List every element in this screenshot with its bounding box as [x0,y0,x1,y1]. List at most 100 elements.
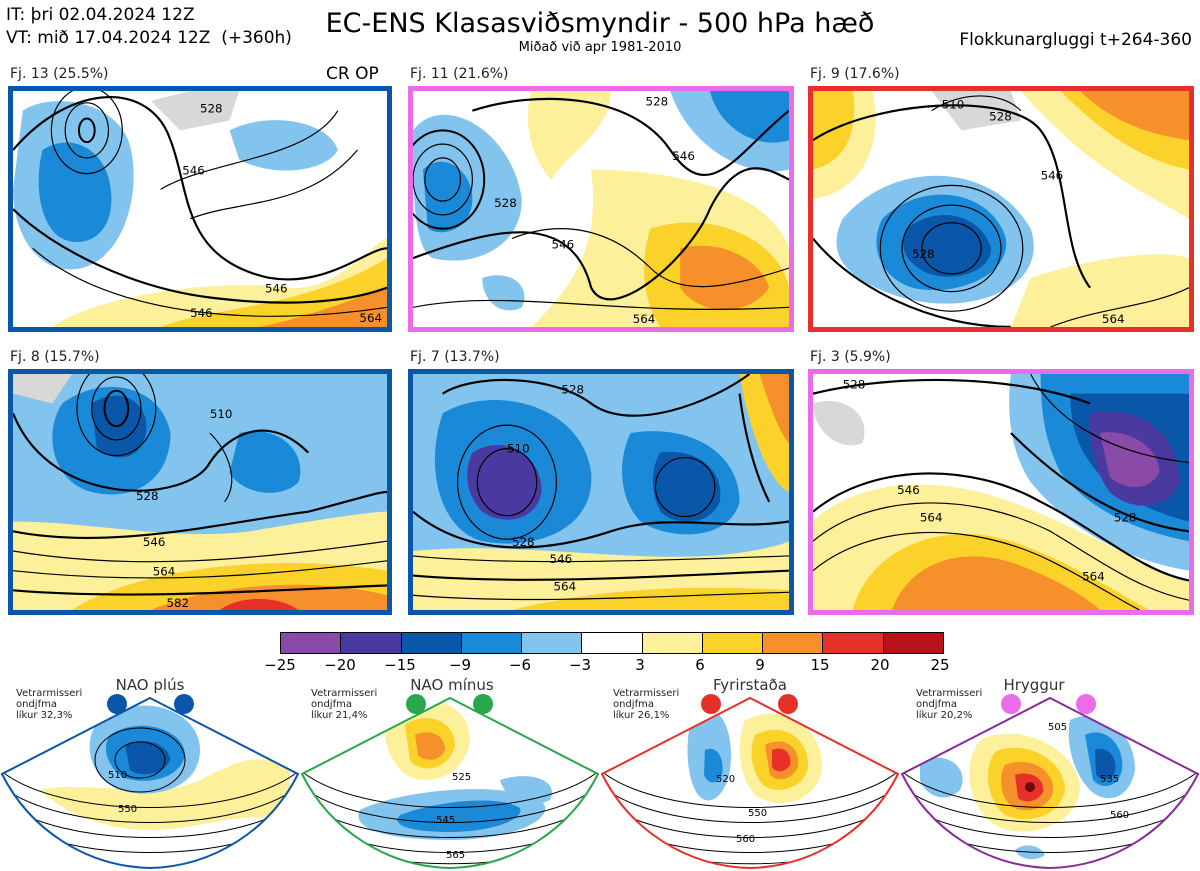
colorbar-tick: −9 [448,656,472,674]
regime-dot [473,694,493,714]
colorbar-tick: −20 [324,656,356,674]
regime-dot [406,694,426,714]
colorbar-swatch [762,633,823,653]
colorbar-swatch [460,633,522,653]
regime-title-nao-plus: NAO plús [115,676,185,694]
colorbar-tick: 25 [930,656,950,674]
colorbar-swatch [882,633,943,653]
svg-text:560: 560 [736,834,755,845]
header-times: IT: þri 02.04.2024 12Z VT: mið 17.04.202… [6,4,292,50]
svg-text:546: 546 [672,149,695,163]
colorbar-tick: 9 [755,656,765,674]
regime-title-ridge: Hryggur [1003,676,1065,694]
svg-text:564: 564 [153,565,176,579]
cluster-map-6: 528 546 564 528 564 [808,369,1194,615]
regime-dot [107,694,127,714]
svg-text:546: 546 [897,483,920,497]
init-time: IT: þri 02.04.2024 12Z [6,5,195,25]
regime-note-line: líkur 21,4% [311,710,368,721]
colorbar-swatch [581,633,642,653]
page-title: EC-ENS Klasasviðsmyndir - 500 hPa hæð [325,8,875,39]
svg-text:564: 564 [554,579,577,593]
regime-dot [701,694,721,714]
regime-dot [1001,694,1021,714]
svg-text:564: 564 [1102,312,1125,326]
svg-text:528: 528 [136,489,159,503]
regime-map-nao-plus: 510 550 [0,696,300,870]
colorbar-swatch [340,633,401,653]
colorbar-tick: 6 [695,656,705,674]
valid-time: VT: mið 17.04.2024 12Z (+360h) [6,28,292,48]
cluster-label-4: Fj. 8 (15.7%) [10,349,100,365]
colorbar-swatch [701,633,763,653]
regime-title-nao-minus: NAO mínus [410,676,494,694]
svg-text:510: 510 [942,98,965,112]
regime-note-line: Vetrarmisseri [916,688,983,699]
colorbar-swatch [281,633,341,653]
cluster-label-3: Fj. 9 (17.6%) [810,66,900,82]
svg-text:546: 546 [265,282,288,296]
colorbar [280,632,944,654]
svg-text:550: 550 [118,804,137,815]
regime-note-line: ondjfma [916,699,957,710]
svg-text:528: 528 [494,196,517,210]
svg-text:535: 535 [1100,774,1119,785]
regime-note-nao-plus: Vetrarmisseri ondjfma líkur 32,3% [16,688,82,721]
regime-note-line: ondjfma [311,699,352,710]
colorbar-swatch [521,633,582,653]
page-subtitle: Miðað við apr 1981-2010 [518,40,682,55]
colorbar-tick: −25 [264,656,296,674]
svg-text:510: 510 [210,407,233,421]
svg-text:560: 560 [1110,810,1129,821]
svg-text:564: 564 [633,312,656,326]
svg-text:528: 528 [646,95,669,109]
cluster-map-1: 528 546 546 546 564 [8,86,392,332]
svg-text:582: 582 [167,596,190,610]
svg-text:510: 510 [507,442,530,456]
regime-dot [174,694,194,714]
svg-text:528: 528 [1114,511,1137,525]
regime-note-line: Vetrarmisseri [16,688,83,699]
cluster-map-5: 510 528 528 546 564 [408,369,794,615]
svg-text:546: 546 [190,306,213,320]
svg-text:528: 528 [843,378,866,392]
colorbar-tick: 15 [810,656,830,674]
colorbar-tick: −6 [508,656,532,674]
svg-text:525: 525 [452,772,471,783]
svg-text:505: 505 [1048,722,1067,733]
cluster-map-4: 510 528 546 564 582 [8,369,392,615]
cluster-map-2: 528 528 546 546 564 [408,86,794,332]
cluster-tag-1: CR OP [326,64,379,84]
regime-map-nao-minus: 525 545 565 [300,696,600,870]
svg-text:550: 550 [748,808,767,819]
regime-note-block: Vetrarmisseri ondjfma líkur 26,1% [613,688,679,721]
svg-text:528: 528 [561,383,584,397]
svg-text:528: 528 [200,102,223,116]
svg-text:546: 546 [182,164,205,178]
svg-text:546: 546 [143,535,166,549]
cluster-label-1: Fj. 13 (25.5%) [10,66,109,82]
regime-note-line: ondjfma [16,699,57,710]
regime-note-line: Vetrarmisseri [311,688,378,699]
svg-text:528: 528 [989,110,1012,124]
regime-note-ridge: Vetrarmisseri ondjfma líkur 20,2% [916,688,982,721]
cluster-label-2: Fj. 11 (21.6%) [410,66,509,82]
colorbar-tick: −15 [384,656,416,674]
colorbar-tick: 3 [635,656,645,674]
regime-note-line: líkur 20,2% [916,710,973,721]
svg-text:564: 564 [1082,570,1105,584]
colorbar-swatch [641,633,702,653]
regime-dot [1076,694,1096,714]
regime-note-nao-minus: Vetrarmisseri ondjfma líkur 21,4% [311,688,377,721]
svg-text:564: 564 [359,311,382,325]
svg-text:546: 546 [552,237,575,251]
regime-note-line: líkur 32,3% [16,710,73,721]
regime-note-line: Vetrarmisseri [613,688,680,699]
regime-note-line: líkur 26,1% [613,710,670,721]
colorbar-swatch [822,633,883,653]
regime-dot [778,694,798,714]
colorbar-tick: 20 [870,656,890,674]
svg-text:546: 546 [1041,169,1064,183]
regime-map-block: 520 550 560 [600,696,900,870]
regime-title-block: Fyrirstaða [713,676,787,694]
